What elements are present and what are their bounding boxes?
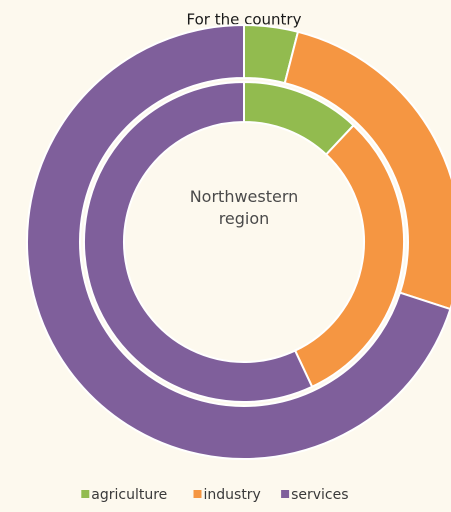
donut-segment	[26, 23, 451, 460]
legend-label: industry	[204, 487, 261, 503]
donut-segment	[83, 80, 314, 403]
legend-swatch	[193, 490, 202, 498]
legend-label: agriculture	[91, 487, 167, 503]
outer-ring-label: For the country	[187, 11, 302, 29]
legend-label: services	[291, 487, 348, 503]
inner-ring-label: Northwestern region	[189, 187, 299, 228]
legend-swatch	[81, 490, 90, 498]
legend-swatch	[281, 490, 290, 498]
